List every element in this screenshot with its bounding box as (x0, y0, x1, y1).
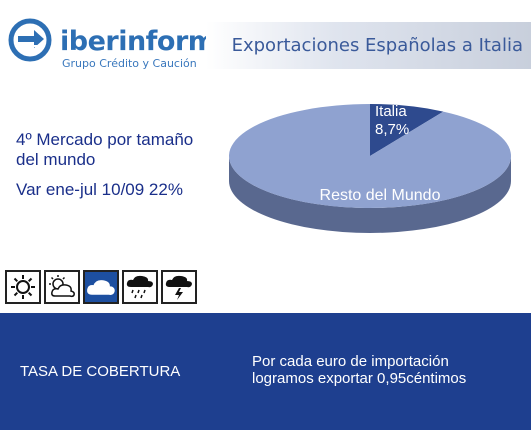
pie-slice (228, 104, 511, 208)
thunderstorm-icon (165, 275, 192, 300)
market-rank-line1: 4º Mercado por tamaño (16, 130, 194, 149)
variation-text: Var ene-jul 10/09 22% (16, 180, 183, 199)
pie-side-wall (229, 156, 511, 233)
brand-name: iberinform (60, 26, 216, 57)
title-band: Exportaciones Españolas a Italia (206, 22, 531, 69)
page-title: Exportaciones Españolas a Italia (231, 35, 523, 56)
market-rank-line2: del mundo (16, 150, 96, 169)
rain-storm-icon (126, 275, 153, 299)
iberinform-logo-icon (8, 18, 52, 62)
sun-icon (11, 275, 35, 299)
weather-box-sun (5, 270, 41, 304)
pie-slice (370, 104, 444, 156)
market-info: 4º Mercado por tamaño del mundo Var ene-… (16, 130, 193, 200)
coverage-description: Por cada euro de importación logramos ex… (252, 353, 522, 387)
partly-cloudy-icon (49, 275, 75, 298)
coverage-line2: logramos exportar 0,95céntimos (252, 370, 467, 387)
weather-box-thunderstorm (161, 270, 197, 304)
brand-tagline: Grupo Crédito y Caución (62, 57, 197, 70)
slice-value-label: 8,7% (375, 121, 409, 138)
weather-box-cloud (83, 270, 119, 304)
coverage-line1: Por cada euro de importación (252, 353, 449, 370)
slice-label: Resto del Mundo (320, 187, 441, 204)
cloud-icon (87, 280, 115, 295)
weather-box-partly-cloudy (44, 270, 80, 304)
brand-logo: iberinform Grupo Crédito y Caución (8, 10, 216, 70)
coverage-label: TASA DE COBERTURA (20, 363, 181, 380)
footer-band: TASA DE COBERTURA Por cada euro de impor… (0, 313, 531, 430)
weather-rating (5, 270, 200, 304)
slice-label: Italia (375, 103, 407, 120)
weather-box-rain-storm (122, 270, 158, 304)
